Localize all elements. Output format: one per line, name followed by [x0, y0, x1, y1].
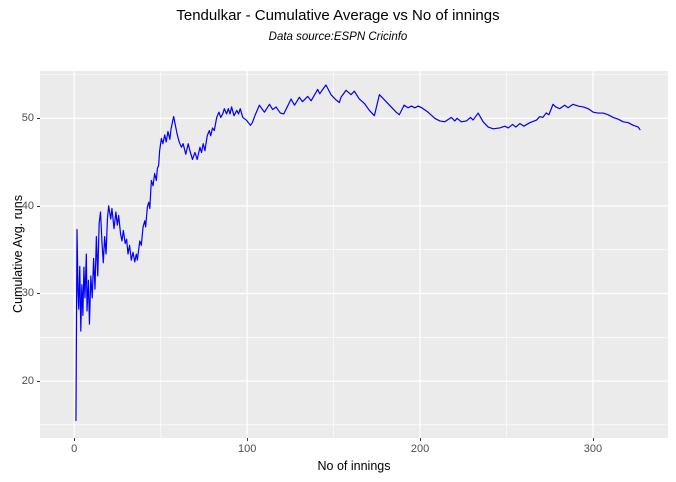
plot-panel [40, 71, 668, 438]
chart-subtitle: Data source:ESPN Cricinfo [268, 31, 408, 43]
chart-title: Tendulkar - Cumulative Average vs No of … [176, 7, 500, 24]
x-tick-mark [247, 438, 249, 441]
x-tick-mark [592, 438, 594, 441]
y-tick-label: 50 [21, 112, 34, 125]
x-tick-label: 0 [71, 443, 78, 455]
x-tick-mark [420, 438, 422, 441]
line-chart-svg [40, 71, 668, 438]
x-axis-title: No of innings [317, 459, 391, 473]
cumulative-average-line [75, 84, 641, 422]
y-tick-label: 40 [21, 199, 34, 212]
y-tick-mark [37, 118, 40, 120]
y-tick-mark [37, 293, 40, 295]
x-tick-label: 300 [583, 443, 603, 455]
y-tick-mark [37, 205, 40, 207]
y-tick-label: 20 [21, 375, 34, 388]
x-tick-label: 100 [237, 443, 257, 455]
x-tick-mark [74, 438, 76, 441]
x-tick-label: 200 [410, 443, 430, 455]
y-tick-label: 30 [21, 287, 34, 300]
y-tick-mark [37, 381, 40, 383]
